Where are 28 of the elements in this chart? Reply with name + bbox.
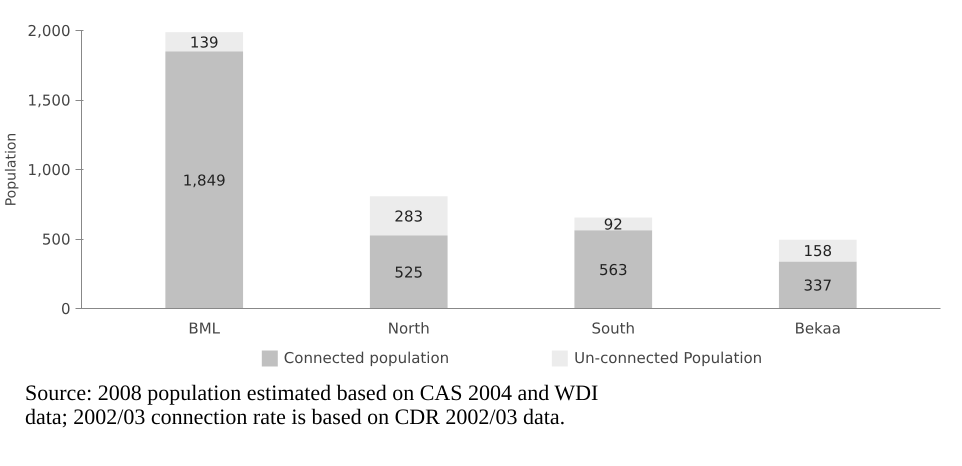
data-label: 1,849 [182, 171, 226, 190]
x-tick-label: North [388, 320, 430, 338]
data-label: 563 [598, 260, 628, 279]
bar [165, 51, 244, 308]
bar [370, 236, 448, 308]
legend-label: Connected population [284, 349, 450, 367]
y-tick-label: 500 [42, 230, 71, 248]
data-label: 158 [803, 242, 832, 260]
data-label: 92 [604, 215, 623, 234]
x-tick-label: BML [188, 320, 221, 338]
data-label: 337 [803, 276, 832, 295]
y-tick-label: 2,000 [28, 22, 71, 40]
bar [778, 262, 857, 308]
x-tick-label: Bekaa [794, 320, 841, 338]
data-label: 525 [394, 264, 424, 282]
bar [165, 32, 244, 52]
y-tick-label: 1,000 [28, 161, 71, 179]
data-label: 283 [394, 207, 424, 226]
y-axis-title: Population [4, 132, 20, 206]
source-note: Source: 2008 population estimated based on CAS 2004 and WDI data; 2002/03 connection rate is based on CDR 2002/03 data. [25, 380, 598, 429]
y-tick-label: 0 [60, 300, 71, 318]
data-label: 139 [190, 33, 219, 52]
legend-label: Un-connected Population [574, 349, 762, 367]
y-tick-label: 1,500 [28, 92, 71, 110]
x-tick-label: South [591, 320, 636, 338]
bar [370, 196, 448, 236]
bar [778, 240, 857, 262]
bar [574, 230, 652, 308]
